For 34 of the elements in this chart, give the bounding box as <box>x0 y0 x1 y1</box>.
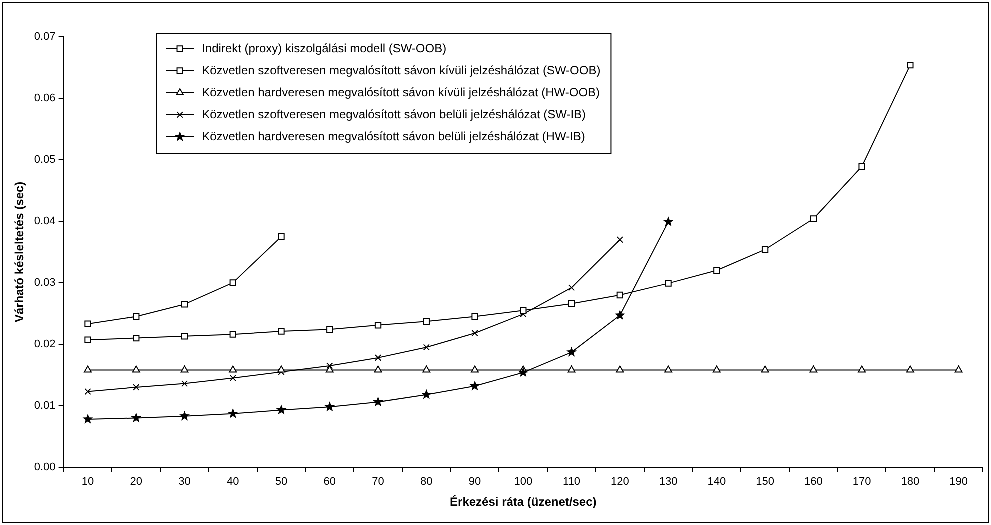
y-tick-label: 0.01 <box>34 400 56 412</box>
x-tick-label: 150 <box>756 476 774 488</box>
x-tick-label: 50 <box>275 476 288 488</box>
x-axis-title: Érkezési ráta (üzenet/sec) <box>450 495 597 510</box>
x-tick-label: 10 <box>82 476 94 488</box>
legend-label: Indirekt (proxy) kiszolgálási modell (SW-OOB) <box>202 41 447 56</box>
legend-label: Közvetlen szoftveresen megvalósított sávon belüli jelzéshálózat (SW-IB) <box>202 107 586 122</box>
x-tick-label: 20 <box>130 476 142 488</box>
x-tick-label: 110 <box>563 476 581 488</box>
x-tick-label: 160 <box>804 476 823 488</box>
x-tick-label: 120 <box>610 476 630 488</box>
y-tick-label: 0.02 <box>34 338 56 350</box>
x-tick-label: 140 <box>708 476 726 488</box>
x-tick-label: 130 <box>659 476 678 488</box>
y-tick-label: 0.03 <box>34 276 56 289</box>
x-tick-label: 90 <box>468 476 482 488</box>
x-tick-label: 190 <box>950 476 968 488</box>
y-tick-label: 0.04 <box>34 215 56 228</box>
y-tick-label: 0.00 <box>34 461 56 474</box>
y-tick-label: 0.06 <box>34 92 56 105</box>
x-tick-label: 60 <box>324 476 336 488</box>
y-axis-title: Várható késleltetés (sec) <box>12 182 27 323</box>
legend-label: Közvetlen hardveresen megvalósított sávon kívüli jelzéshálózat (HW-OOB) <box>202 85 600 100</box>
x-tick-label: 80 <box>420 476 433 488</box>
y-tick-label: 0.07 <box>34 31 56 44</box>
x-tick-label: 40 <box>227 476 240 488</box>
x-tick-label: 180 <box>901 476 920 488</box>
legend-label: Közvetlen hardveresen megvalósított sávon belüli jelzéshálózat (HW-IB) <box>202 129 586 144</box>
x-tick-label: 30 <box>178 476 191 488</box>
x-tick-label: 70 <box>372 476 384 488</box>
x-tick-label: 170 <box>852 476 872 488</box>
y-tick-label: 0.05 <box>34 154 56 166</box>
legend-label: Közvetlen szoftveresen megvalósított sávon kívüli jelzéshálózat (SW-OOB) <box>202 63 601 78</box>
x-tick-label: 100 <box>514 476 533 488</box>
